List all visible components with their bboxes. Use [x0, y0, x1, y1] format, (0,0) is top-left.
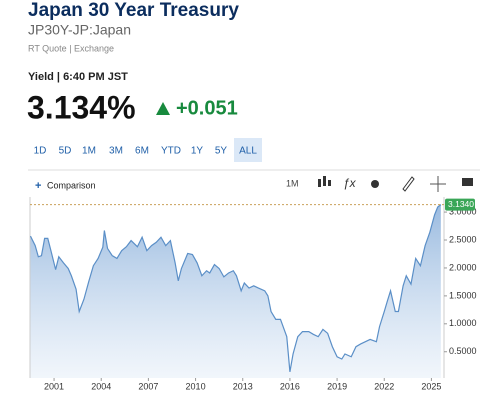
- last-price-label: 3.1340: [448, 199, 474, 209]
- line: [29, 204, 442, 372]
- up-arrow: [156, 102, 170, 115]
- x-tick-label: 2004: [91, 381, 111, 391]
- quote-label: Yield | 6:40 PM JST: [28, 71, 128, 83]
- price: 3.134%: [27, 89, 136, 125]
- candle-icon[interactable]: [318, 176, 331, 187]
- range-button[interactable]: 3M: [109, 146, 123, 157]
- area-fill: [30, 204, 441, 378]
- x-tick-label: 2001: [44, 381, 64, 391]
- range-button[interactable]: ALL: [239, 146, 257, 157]
- chart: 0.5000 1.0000 1.5000 2.0000 2.5000 3.0000 2001…: [29, 198, 477, 391]
- last-price-box: [445, 198, 475, 211]
- y-tick-label: 1.5000: [449, 290, 477, 300]
- x-tick-label: 2019: [327, 381, 347, 391]
- range-button[interactable]: 1Y: [191, 146, 204, 157]
- range-button[interactable]: YTD: [161, 146, 181, 157]
- range-bar: 1D 5D 1M 3M 6M YTD 1Y 5Y ALL: [34, 138, 262, 162]
- x-tick-label: 2013: [233, 381, 253, 391]
- range-button[interactable]: 1M: [82, 146, 96, 157]
- plus-icon[interactable]: +: [35, 180, 41, 192]
- x-tick-label: 2007: [138, 381, 158, 391]
- x-tick-label: 2025: [421, 381, 441, 391]
- y-tick-label: 2.0000: [449, 262, 477, 272]
- crosshair-icon[interactable]: [430, 176, 446, 192]
- comment-icon[interactable]: [462, 178, 473, 186]
- interval[interactable]: 1M: [286, 178, 299, 188]
- y-tick-label: 3.0000: [449, 206, 477, 216]
- change: +0.051: [176, 97, 238, 119]
- y-tick-label: 1.0000: [449, 318, 477, 328]
- x-tick-label: 2022: [374, 381, 394, 391]
- title: Japan 30 Year Treasury: [28, 0, 239, 21]
- range-selected: [234, 138, 262, 162]
- symbol: JP30Y-JP:Japan: [28, 22, 131, 38]
- comparison[interactable]: Comparison: [47, 180, 96, 190]
- source: RT Quote | Exchange: [28, 43, 114, 53]
- fx-icon[interactable]: ƒx: [343, 176, 357, 190]
- y-tick-label: 0.5000: [449, 346, 477, 356]
- y-tick-label: 2.5000: [449, 234, 477, 244]
- range-button[interactable]: 6M: [135, 146, 149, 157]
- range-button[interactable]: 5Y: [215, 146, 228, 157]
- range-button[interactable]: 1D: [34, 146, 47, 157]
- draw-icon[interactable]: [402, 176, 415, 192]
- x-tick-label: 2016: [280, 381, 300, 391]
- x-tick-label: 2010: [186, 381, 206, 391]
- settings-icon[interactable]: [371, 180, 379, 188]
- range-button[interactable]: 5D: [59, 146, 72, 157]
